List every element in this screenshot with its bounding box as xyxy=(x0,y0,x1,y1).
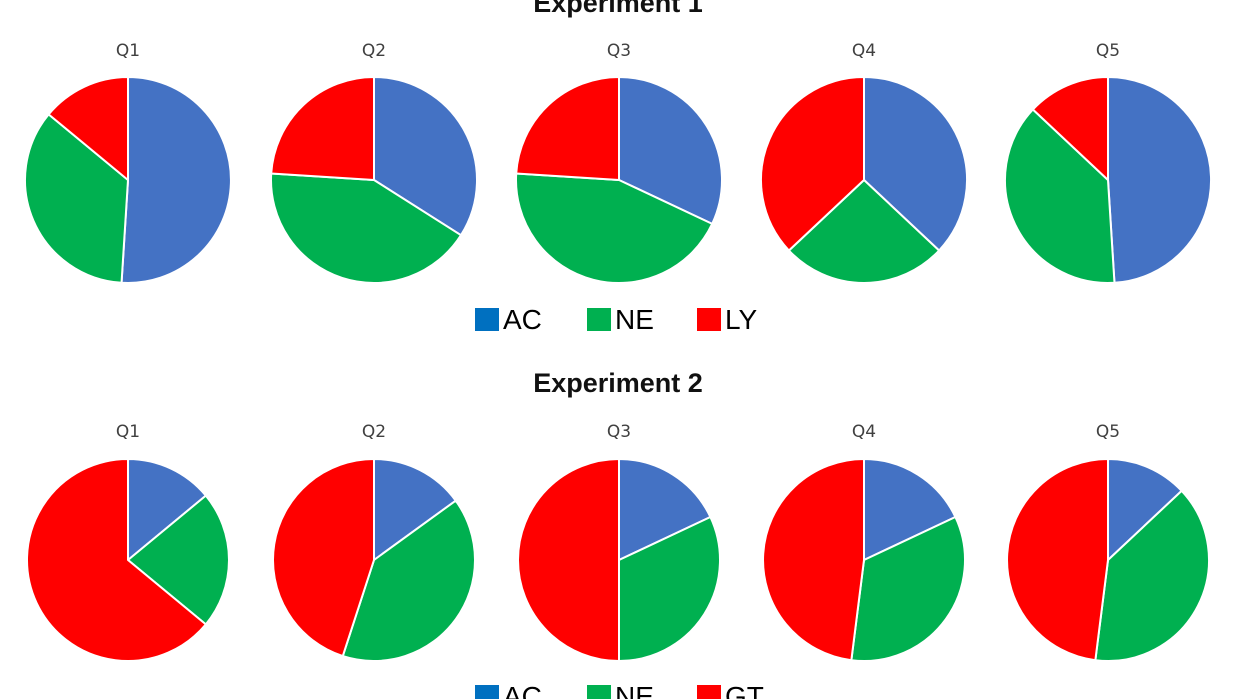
pie-label-q3: Q3 xyxy=(607,41,631,61)
pie-label-q5: Q5 xyxy=(1096,422,1120,442)
pie-slice-q4-ne xyxy=(850,516,966,662)
experiment-2-title: Experiment 2 xyxy=(533,368,703,398)
pie-slice-q4-gt xyxy=(762,458,865,662)
pie-slice-q2-ne xyxy=(341,499,476,662)
pie-label-q1: Q1 xyxy=(116,422,140,442)
pie-slice-q2-gt xyxy=(272,458,375,658)
experiment-1-pie-q5: Q5 xyxy=(1004,41,1213,284)
experiment-1-title: Experiment 1 xyxy=(533,0,703,18)
legend-swatch-ne xyxy=(587,308,611,331)
pie-slice-q4-ac xyxy=(863,76,968,252)
pie-slice-q2-ac xyxy=(373,458,457,561)
pie-slice-q4-ly xyxy=(760,76,865,252)
pie-slice-q5-ne xyxy=(1004,108,1116,284)
pie-slice-q3-gt xyxy=(517,458,620,662)
pie-slice-q1-ac xyxy=(120,76,232,284)
legend-swatch-ly xyxy=(697,308,721,331)
pie-slice-q5-gt xyxy=(1006,458,1109,662)
pie-slice-q1-gt xyxy=(26,458,207,662)
pie-slice-q4-ac xyxy=(863,458,957,561)
pie-slice-q5-ac xyxy=(1107,458,1183,561)
experiment-1-panel: Experiment 1 Q1 Q2 Q3 Q4 Q5 AC NE LY xyxy=(24,0,1213,335)
pie-label-q2: Q2 xyxy=(362,422,386,442)
experiment-2-pie-q1: Q1 xyxy=(26,422,230,662)
pie-slice-q5-ly xyxy=(1031,76,1109,181)
pie-slice-q2-ne xyxy=(270,172,462,284)
legend-label-ac: AC xyxy=(503,681,542,699)
legend-label-ne: NE xyxy=(615,681,654,699)
experiment-2-pie-q4: Q4 xyxy=(762,422,966,662)
legend-label-gt: GT xyxy=(725,681,764,699)
experiment-1-legend: AC NE LY xyxy=(475,304,757,335)
pie-slice-q3-ac xyxy=(618,458,712,561)
pie-label-q4: Q4 xyxy=(852,41,876,61)
legend-swatch-ac xyxy=(475,685,499,699)
legend-swatch-ac xyxy=(475,308,499,331)
experiment-1-pie-q3: Q3 xyxy=(515,41,723,285)
experiment-1-pie-q2: Q2 xyxy=(270,41,478,284)
pie-slice-q3-ly xyxy=(515,76,620,181)
legend-swatch-ne xyxy=(587,685,611,699)
legend-label-ne: NE xyxy=(615,304,654,335)
experiment-1-pie-q1: Q1 xyxy=(24,41,232,284)
legend-label-ly: LY xyxy=(725,304,757,335)
pie-label-q3: Q3 xyxy=(607,422,631,442)
pie-slice-q1-ly xyxy=(47,76,129,181)
experiment-2-pie-q5: Q5 xyxy=(1006,422,1210,662)
pie-slice-q2-ly xyxy=(270,76,375,181)
experiment-2-pie-q2: Q2 xyxy=(272,422,476,662)
pie-slice-q5-ne xyxy=(1094,489,1210,662)
experiment-2-legend: AC NE GT xyxy=(475,681,764,699)
experiment-1-pie-q4: Q4 xyxy=(760,41,968,284)
pie-slice-q3-ac xyxy=(618,76,723,225)
pie-slice-q1-ne xyxy=(127,494,230,626)
pie-label-q1: Q1 xyxy=(116,41,140,61)
pie-slice-q3-ne xyxy=(515,172,714,285)
pie-slice-q1-ne xyxy=(24,113,129,284)
pie-label-q2: Q2 xyxy=(362,41,386,61)
pie-label-q4: Q4 xyxy=(852,422,876,442)
pie-slice-q1-ac xyxy=(127,458,207,561)
pie-slice-q4-ne xyxy=(787,179,941,284)
legend-label-ac: AC xyxy=(503,304,542,335)
pie-label-q5: Q5 xyxy=(1096,41,1120,61)
legend-swatch-gt xyxy=(697,685,721,699)
experiment-2-panel: Experiment 2 Q1 Q2 Q3 Q4 Q5 AC NE GT xyxy=(26,368,1210,699)
pie-slice-q5-ac xyxy=(1107,76,1213,284)
experiment-2-pie-q3: Q3 xyxy=(517,422,721,662)
pie-slice-q3-ne xyxy=(618,516,721,662)
